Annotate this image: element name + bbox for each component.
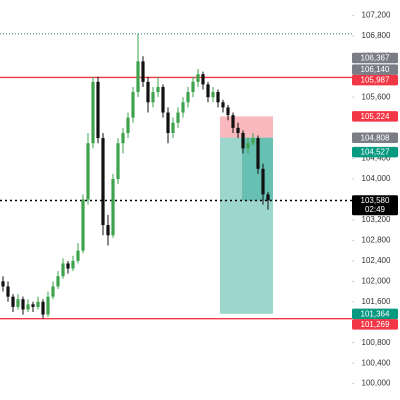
y-tick-label: 102,400: [362, 256, 391, 265]
price-badge-label: 104,527: [361, 148, 390, 157]
candle-body: [1, 281, 5, 287]
candle-body: [251, 138, 255, 144]
price-badge-label: 103,580: [361, 196, 390, 205]
candle-body: [121, 132, 125, 144]
candle-body: [211, 92, 215, 98]
y-tick-label: 102,800: [362, 236, 391, 245]
candle-body: [191, 81, 195, 93]
candle-body: [236, 127, 240, 133]
candle-body: [196, 74, 200, 82]
candle-body: [31, 304, 35, 307]
candle-body: [246, 143, 250, 149]
price-badge-label: 105,987: [361, 76, 390, 85]
candle-body: [86, 143, 90, 200]
price-badge: [352, 52, 398, 64]
y-tick-label: 100,400: [362, 358, 391, 367]
candle-body: [111, 179, 115, 236]
y-tick-label: 104,400: [362, 154, 391, 163]
y-tick-label: 102,000: [362, 276, 391, 285]
price-badge-label: 101,364: [361, 309, 390, 318]
candle-body: [41, 301, 45, 315]
y-tick-label: 100,000: [362, 379, 391, 388]
price-badge: [352, 64, 398, 75]
candle-body: [71, 260, 75, 269]
candle-body: [11, 296, 15, 307]
y-tick-label: 105,600: [362, 92, 391, 101]
candle-body: [261, 168, 265, 195]
candle-body: [151, 92, 155, 103]
candle-body: [16, 299, 20, 307]
candle-body: [21, 299, 25, 310]
candle-body: [46, 296, 50, 315]
candle-body: [81, 199, 85, 251]
candle-body: [156, 86, 160, 93]
price-badge: [352, 319, 398, 330]
price-badge: [352, 146, 398, 158]
candle-body: [201, 74, 205, 85]
candle-body: [256, 138, 260, 169]
candle-body: [56, 276, 60, 287]
countdown-label: 02:49: [365, 205, 386, 214]
price-badge: [352, 308, 398, 320]
candle-body: [166, 112, 170, 133]
candle-body: [126, 117, 130, 133]
candle-body: [131, 92, 135, 118]
candle-body: [226, 107, 230, 116]
y-tick-label: 104,000: [362, 174, 391, 183]
candle-body: [161, 86, 165, 113]
candle-body: [96, 81, 100, 139]
price-badge-label: 106,367: [361, 54, 390, 63]
candle-body: [216, 92, 220, 103]
candle-body: [36, 301, 40, 307]
price-badge: [352, 74, 398, 86]
target-zone: [220, 137, 273, 314]
candle-body: [66, 263, 70, 269]
y-tick-label: 107,200: [362, 10, 391, 19]
candle-body: [206, 84, 210, 98]
candle-body: [241, 132, 245, 149]
candle-body: [101, 138, 105, 226]
candle-body: [231, 115, 235, 128]
candle-body: [61, 263, 65, 277]
candle-body: [76, 250, 80, 261]
candle-body: [181, 102, 185, 113]
candle-body: [116, 143, 120, 180]
candle-body: [51, 286, 55, 297]
y-tick-label: 101,600: [362, 297, 391, 306]
y-tick-label: 106,800: [362, 31, 391, 40]
candle-body: [186, 92, 190, 103]
candle-body: [171, 122, 175, 133]
candle-body: [176, 112, 180, 123]
candle-body: [141, 61, 145, 82]
price-badge-label: 101,269: [361, 320, 390, 329]
y-tick-label: 103,200: [362, 215, 391, 224]
price-badge: [352, 111, 398, 122]
y-tick-label: 100,800: [362, 338, 391, 347]
price-badge-label: 104,808: [361, 133, 390, 142]
candle-body: [106, 225, 110, 236]
price-badge-label: 106,140: [361, 65, 390, 74]
candle-body: [91, 81, 95, 144]
price-badge: [352, 132, 398, 143]
candle-body: [266, 194, 270, 201]
candle-body: [6, 286, 10, 297]
price-badge: [352, 195, 398, 216]
candle-body: [136, 61, 140, 93]
candle-body: [26, 304, 30, 310]
candle-body: [146, 81, 150, 103]
candle-body: [221, 102, 225, 108]
price-badge-label: 105,224: [361, 112, 390, 121]
